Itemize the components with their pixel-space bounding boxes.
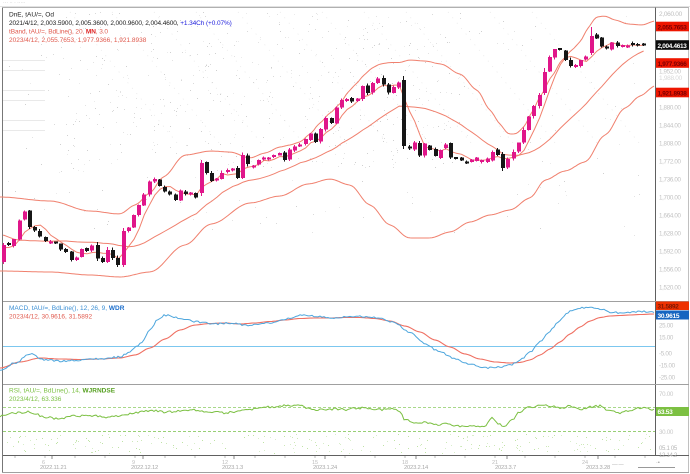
svg-text:30.00: 30.00	[659, 429, 674, 436]
svg-text:2023.1.24: 2023.1.24	[313, 465, 338, 471]
svg-text:··· ·· · ·····: ··· ·· · ·····	[3, 0, 26, 6]
svg-text:18: 18	[402, 460, 408, 466]
svg-text:1,844.00: 1,844.00	[659, 123, 682, 130]
svg-text:-25.00: -25.00	[659, 375, 676, 382]
svg-text:2023/4/12, 30.9616, 31.5892: 2023/4/12, 30.9616, 31.5892	[9, 314, 93, 321]
svg-text:2021/4/12, 2,003.5900, 2,005.3: 2021/4/12, 2,003.5900, 2,005.3600, 2,000…	[9, 20, 232, 27]
svg-text:1,988.00: 1,988.00	[659, 75, 683, 82]
svg-text:31.5892: 31.5892	[658, 304, 680, 311]
svg-text:1,520.00: 1,520.00	[659, 285, 682, 292]
svg-text:21: 21	[492, 460, 498, 466]
svg-text:24: 24	[582, 460, 588, 466]
svg-text:6: 6	[42, 460, 45, 466]
svg-text:1,880.00: 1,880.00	[659, 105, 682, 112]
svg-text:1,736.00: 1,736.00	[659, 177, 682, 184]
svg-text:1,628.00: 1,628.00	[659, 231, 682, 238]
svg-text:9: 9	[132, 460, 135, 466]
svg-text:DnE, tAU/=, Od: DnE, tAU/=, Od	[9, 12, 54, 19]
svg-text:2023/4/12, 2,055.7653, 1,977.9: 2023/4/12, 2,055.7653, 1,977.9366, 1,921…	[9, 37, 147, 44]
svg-text:1,664.00: 1,664.00	[659, 213, 682, 220]
svg-text:1,952.00: 1,952.00	[659, 69, 682, 76]
svg-text:05.1 05: 05.1 05	[659, 446, 678, 452]
svg-text:15.00: 15.00	[659, 335, 674, 342]
svg-text:2023.1.3: 2023.1.3	[222, 465, 243, 471]
svg-text:1,808.00: 1,808.00	[659, 141, 682, 148]
svg-text:1,772.00: 1,772.00	[659, 159, 682, 166]
svg-text:2,060.00: 2,060.00	[659, 11, 683, 18]
svg-text:-15.00: -15.00	[659, 363, 676, 370]
svg-text:2023.2.14: 2023.2.14	[404, 465, 429, 471]
svg-text:70.00: 70.00	[659, 391, 674, 398]
svg-text:·•: ·•	[656, 460, 660, 466]
svg-text:-5.00: -5.00	[659, 351, 672, 358]
svg-text:15: 15	[312, 460, 318, 466]
svg-text:1,700.00: 1,700.00	[659, 195, 682, 202]
svg-text:1,556.00: 1,556.00	[659, 267, 682, 274]
svg-text:2,004.4613: 2,004.4613	[658, 43, 688, 50]
svg-text:tBand, tAU/=, BdLine(), 20, MN: tBand, tAU/=, BdLine(), 20, MN, 3.0	[9, 29, 108, 36]
svg-text:—·—: —·—	[612, 462, 624, 468]
svg-text:2022.12.12: 2022.12.12	[131, 465, 158, 471]
svg-text:2,055.7653: 2,055.7653	[658, 24, 688, 31]
svg-text:RSI, tAU/=, BdLine(), 14, WJRN: RSI, tAU/=, BdLine(), 14, WJRNDSE	[9, 388, 116, 395]
svg-text:2023/4/12, 63.336: 2023/4/12, 63.336	[9, 396, 62, 403]
svg-text:2022.11.21: 2022.11.21	[40, 465, 67, 471]
svg-text:1,592.00: 1,592.00	[659, 249, 682, 256]
svg-text:MACD, tAU/=, BdLine(), 12, 26,: MACD, tAU/=, BdLine(), 12, 26, 9, WDR	[9, 305, 125, 312]
svg-text:30.9615: 30.9615	[658, 313, 680, 320]
svg-text:1,977.9366: 1,977.9366	[658, 61, 688, 68]
svg-text:25.00: 25.00	[659, 323, 674, 330]
svg-text:63.53: 63.53	[658, 409, 674, 416]
svg-text:12: 12	[222, 460, 228, 466]
svg-text:2023.3.28: 2023.3.28	[586, 465, 610, 471]
svg-text:2023.3.7: 2023.3.7	[495, 465, 516, 471]
svg-text:1,921.8938: 1,921.8938	[658, 90, 688, 97]
svg-text:12.14.2: 12.14.2	[659, 453, 678, 459]
